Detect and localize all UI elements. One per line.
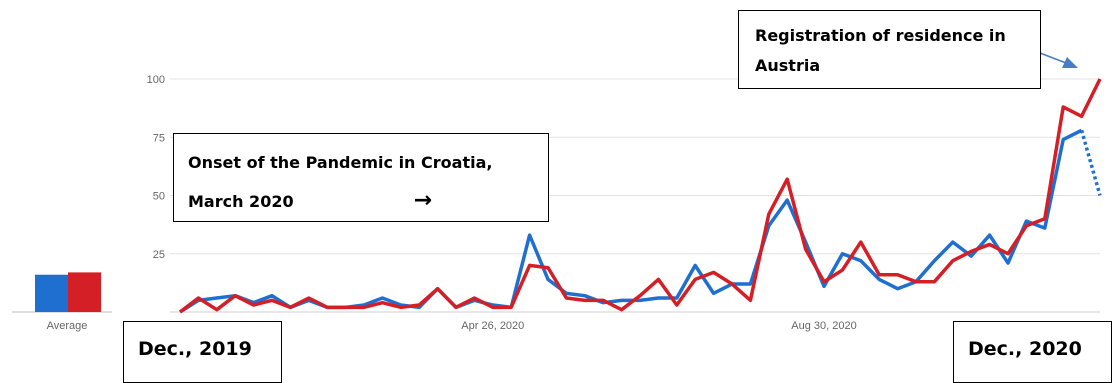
annotation-arrow	[1039, 52, 1078, 68]
series-1	[178, 78, 1102, 314]
dec-2019-label: Dec., 2019	[123, 321, 282, 383]
series-line-1	[178, 78, 1102, 314]
austria-registration-annotation: Registration of residence in Austria	[738, 10, 1041, 89]
y-tick-label-75: 75	[153, 132, 165, 144]
average-bar-0	[35, 274, 68, 312]
x-tick-label-2: Aug 30, 2020	[791, 320, 856, 332]
series-line-partial-0	[1079, 129, 1102, 196]
austria-annotation-line1: Registration of residence in	[755, 26, 1006, 45]
x-tick-label-1: Apr 26, 2020	[461, 320, 524, 332]
pandemic-annotation-line2: March 2020 →	[188, 182, 534, 221]
austria-annotation-line2: Austria	[755, 56, 821, 75]
pandemic-annotation-date: March 2020	[188, 192, 294, 211]
average-label: Average	[47, 320, 88, 332]
y-tick-label-50: 50	[153, 191, 165, 203]
y-tick-label-25: 25	[153, 249, 165, 261]
y-tick-label-100: 100	[147, 74, 165, 86]
pandemic-onset-annotation: Onset of the Pandemic in Croatia, March …	[173, 133, 549, 222]
average-bar-1	[68, 272, 101, 312]
pandemic-annotation-line1: Onset of the Pandemic in Croatia,	[188, 153, 493, 172]
dec-2020-label: Dec., 2020	[953, 321, 1112, 383]
right-arrow-icon: →	[413, 188, 433, 213]
